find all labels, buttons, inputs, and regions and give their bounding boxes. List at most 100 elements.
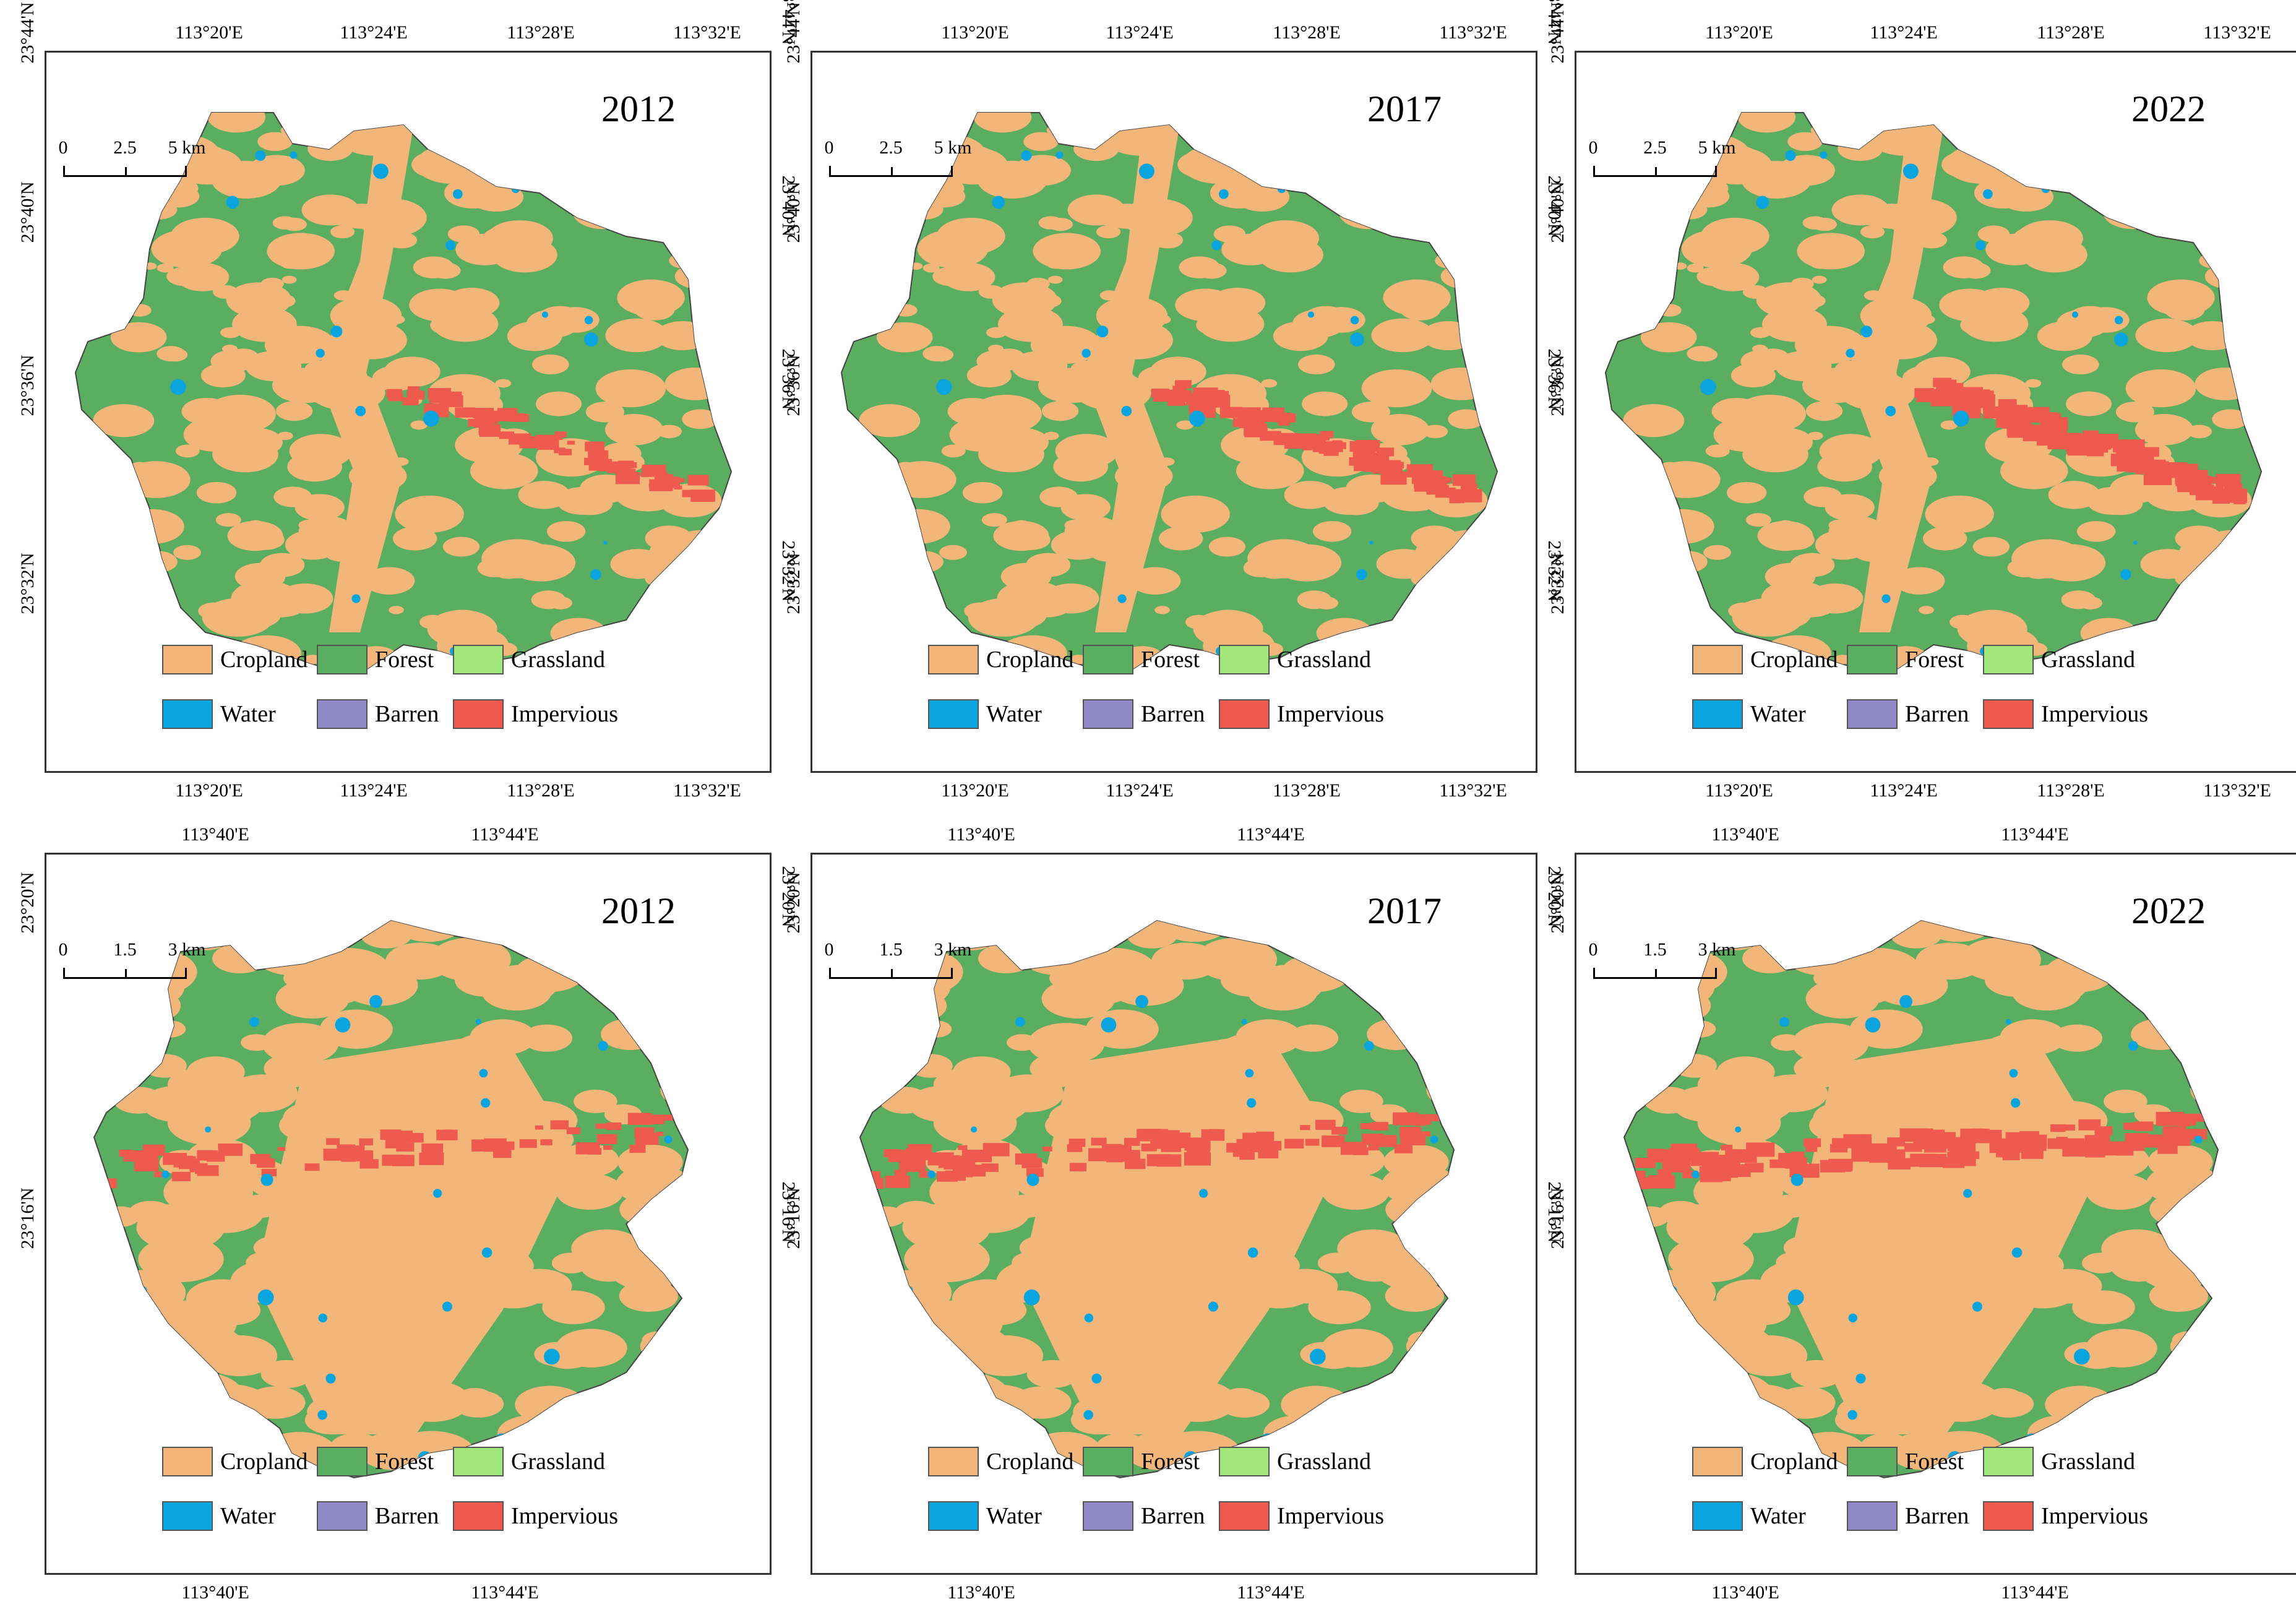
legend-item: Grassland (1983, 1447, 2135, 1476)
scale-bar: 0 1.5 3 km (825, 939, 971, 989)
legend-item: Cropland (928, 1447, 1073, 1476)
legend-swatch (453, 645, 504, 674)
longitude-tick-top: 113°20'E (941, 22, 1009, 43)
map-panel-top-2022: 2022 113°20'E 113°20'E 113°24'E 113°24'E 113°… (1547, 2, 2296, 801)
land-cover-map (1604, 112, 2263, 670)
longitude-tick-top: 113°24'E (340, 22, 408, 43)
legend-swatch (1692, 645, 1743, 674)
latitude-tick-left: 23°44'N (783, 2, 804, 64)
latitude-tick-left: 23°40'N (17, 181, 38, 243)
legend-label: Forest (1141, 647, 1200, 673)
legend-item: Cropland (1692, 645, 1838, 674)
legend-swatch (317, 1447, 368, 1476)
legend-swatch (453, 1447, 504, 1476)
longitude-tick-top: 113°24'E (1870, 22, 1938, 43)
legend-swatch (162, 699, 213, 729)
scale-label: 5 km (1698, 137, 1736, 158)
latitude-tick-left: 23°32'N (17, 553, 38, 614)
scale-label: 1.5 (1643, 939, 1667, 960)
legend-swatch (928, 1447, 979, 1476)
scale-label: 0 (824, 939, 834, 960)
year-label: 2012 (601, 88, 676, 129)
legend-item: Barren (1083, 699, 1205, 729)
legend-item: Grassland (1219, 1447, 1371, 1476)
longitude-tick-bottom: 113°24'E (1106, 780, 1174, 801)
legend-swatch (1983, 699, 2034, 729)
legend-label: Forest (1905, 647, 1964, 673)
legend-item: Water (1692, 1501, 1806, 1531)
legend-label: Grassland (1277, 1449, 1371, 1475)
latitude-tick-left: 23°44'N (1547, 2, 1568, 64)
legend-swatch (928, 1501, 979, 1531)
scale-midtick (891, 167, 893, 177)
legend-label: Cropland (220, 1449, 308, 1475)
longitude-tick-top: 113°28'E (2037, 22, 2105, 43)
legend-item: Impervious (453, 1501, 618, 1531)
year-label: 2017 (1367, 88, 1442, 129)
legend-swatch (1692, 699, 1743, 729)
legend-label: Impervious (511, 701, 619, 727)
longitude-tick-bottom: 113°40'E (947, 1582, 1015, 1603)
scale-label: 0 (1588, 137, 1598, 158)
scale-midtick (125, 969, 127, 979)
legend-swatch (1983, 1447, 2034, 1476)
legend-label: Barren (1905, 1503, 1969, 1529)
legend-label: Water (1750, 1503, 1806, 1529)
longitude-tick-bottom: 113°28'E (507, 780, 575, 801)
scale-bar: 0 2.5 5 km (59, 137, 205, 187)
legend-item: Cropland (162, 645, 307, 674)
longitude-tick-bottom: 113°44'E (471, 1582, 539, 1603)
scale-label: 2.5 (1643, 137, 1667, 158)
legend-label: Water (986, 701, 1042, 727)
land-cover-map (93, 920, 689, 1479)
longitude-tick-top: 113°32'E (1439, 22, 1507, 43)
longitude-tick-bottom: 113°32'E (673, 780, 741, 801)
legend-label: Impervious (511, 1503, 619, 1529)
latitude-tick-left: 23°16'N (17, 1187, 38, 1249)
legend-swatch (1083, 699, 1133, 729)
scale-label: 2.5 (113, 137, 137, 158)
scale-label: 0 (1588, 939, 1598, 960)
legend-swatch (1219, 1447, 1270, 1476)
longitude-tick-top: 113°44'E (471, 824, 539, 845)
legend-label: Water (220, 701, 276, 727)
legend-label: Barren (1905, 701, 1969, 727)
legend-swatch (317, 1501, 368, 1531)
legend-label: Cropland (220, 647, 308, 673)
legend-swatch (317, 645, 368, 674)
longitude-tick-bottom: 113°44'E (2001, 1582, 2069, 1603)
longitude-tick-top: 113°24'E (1106, 22, 1174, 43)
legend-item: Water (928, 699, 1042, 729)
legend-swatch (453, 1501, 504, 1531)
legend-swatch (317, 699, 368, 729)
legend-label: Cropland (986, 1449, 1074, 1475)
legend-swatch (453, 699, 504, 729)
scale-label: 5 km (934, 137, 972, 158)
latitude-tick-left: 23°40'N (783, 181, 804, 243)
legend-item: Grassland (1983, 645, 2135, 674)
legend-item: Forest (1083, 645, 1200, 674)
longitude-tick-top: 113°40'E (947, 824, 1015, 845)
legend-item: Forest (1847, 645, 1964, 674)
legend-label: Impervious (1277, 701, 1385, 727)
legend-item: Forest (1083, 1447, 1200, 1476)
longitude-tick-bottom: 113°28'E (2037, 780, 2105, 801)
legend-label: Barren (1141, 701, 1205, 727)
legend-item: Barren (1847, 699, 1969, 729)
latitude-tick-left: 23°20'N (17, 872, 38, 934)
longitude-tick-top: 113°28'E (507, 22, 575, 43)
longitude-tick-top: 113°44'E (2001, 824, 2069, 845)
legend-item: Grassland (453, 645, 605, 674)
legend-swatch (1219, 699, 1270, 729)
legend-label: Cropland (986, 647, 1074, 673)
legend-item: Water (162, 1501, 276, 1531)
longitude-tick-top: 113°32'E (2203, 22, 2271, 43)
longitude-tick-top: 113°28'E (1273, 22, 1341, 43)
legend-item: Barren (317, 1501, 439, 1531)
legend-item: Impervious (1219, 699, 1384, 729)
legend-swatch (162, 1501, 213, 1531)
longitude-tick-top: 113°44'E (1237, 824, 1305, 845)
land-cover-map (840, 112, 1498, 670)
longitude-tick-bottom: 113°32'E (2203, 780, 2271, 801)
latitude-tick-left: 23°20'N (1547, 872, 1568, 934)
